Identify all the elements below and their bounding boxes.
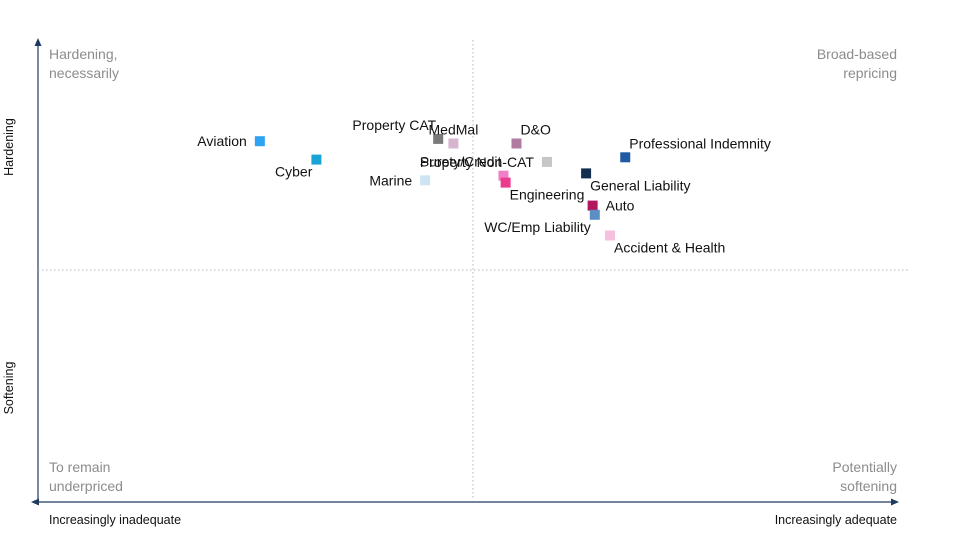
point-label-wc-emp-liability: WC/Emp Liability	[484, 219, 591, 235]
point-label-cyber: Cyber	[275, 164, 313, 180]
point-marker-engineering	[500, 177, 511, 188]
point-label-professional-indemnity: Professional Indemnity	[629, 135, 771, 151]
quadrant-labels: Hardening, necessarily Broad-based repri…	[49, 46, 897, 494]
quadrant-bottom-left-line1: To remain	[49, 459, 110, 475]
point-marker-marine	[420, 175, 431, 186]
point-marker-property-cat	[433, 133, 444, 144]
point-label-auto: Auto	[606, 198, 635, 214]
point-marker-professional-indemnity	[620, 152, 631, 163]
y-axis-arrow-top	[34, 38, 42, 46]
point-label-engineering: Engineering	[510, 187, 585, 203]
x-axis-arrow-left	[31, 498, 39, 506]
quadrant-top-left-line1: Hardening,	[49, 46, 118, 62]
quadrant-bottom-right-line2: softening	[840, 478, 897, 494]
point-marker-accident-health	[605, 230, 616, 241]
y-axis-top-label: Hardening	[2, 118, 16, 176]
x-axis-arrow-right	[891, 498, 899, 506]
axis-titles: Hardening Softening Increasingly inadequ…	[2, 118, 897, 527]
point-marker-medmal	[448, 138, 459, 149]
point-marker-d-o	[511, 138, 522, 149]
point-marker-general-liability	[581, 168, 592, 179]
x-axis-left-label: Increasingly inadequate	[49, 513, 181, 527]
point-marker-auto	[587, 200, 598, 211]
quadrant-top-right-line2: repricing	[843, 65, 897, 81]
quadrant-top-right-line1: Broad-based	[817, 46, 897, 62]
point-label-property-cat: Property CAT	[352, 117, 436, 133]
point-marker-cyber	[311, 154, 322, 165]
point-marker-property-non-cat	[541, 156, 552, 167]
point-label-surety-credit: Surety/Credit	[420, 154, 502, 170]
point-label-aviation: Aviation	[197, 133, 247, 149]
y-axis-bottom-label: Softening	[2, 362, 16, 415]
point-label-marine: Marine	[369, 172, 412, 188]
point-marker-wc-emp-liability	[589, 209, 600, 220]
x-axis-right-label: Increasingly adequate	[775, 513, 897, 527]
quadrant-bottom-right-line1: Potentially	[832, 459, 897, 475]
point-label-property-non-cat: Property Non-CAT	[420, 154, 535, 170]
point-label-medmal: MedMal	[429, 122, 479, 138]
axes-layer	[31, 38, 908, 506]
point-marker-surety-credit	[498, 170, 509, 181]
point-label-d-o: D&O	[521, 122, 551, 138]
quadrant-top-left-line2: necessarily	[49, 65, 119, 81]
quadrant-bottom-left-line2: underpriced	[49, 478, 123, 494]
point-label-general-liability: General Liability	[590, 177, 690, 193]
point-marker-aviation	[254, 136, 265, 147]
point-label-accident-health: Accident & Health	[614, 240, 725, 256]
